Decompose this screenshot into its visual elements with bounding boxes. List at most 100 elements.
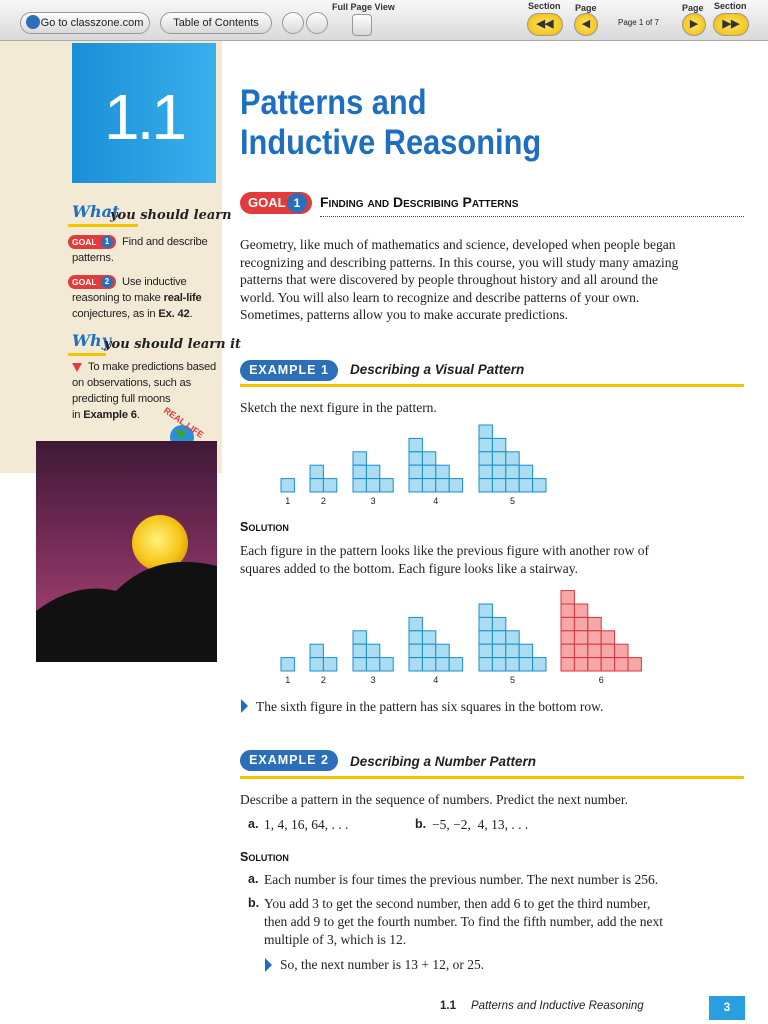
conclusion: The sixth figure in the pattern has six … (256, 699, 604, 714)
globe-land (176, 429, 190, 445)
what-word: What (72, 202, 120, 221)
answer-text: Each number is four times the previous n… (264, 872, 659, 887)
square (352, 478, 367, 493)
answer-text: You add 3 to get the second number, then… (264, 896, 651, 911)
heading-rule (240, 776, 744, 779)
square (560, 657, 575, 672)
answer-text: then add 9 to get the fourth number. To … (264, 914, 664, 929)
square (600, 657, 616, 672)
square (408, 437, 423, 453)
square (408, 657, 423, 672)
square (614, 643, 629, 659)
goal-text: Use inductive (122, 276, 187, 288)
goal-text: . (189, 308, 193, 320)
square (573, 643, 589, 659)
square (491, 437, 507, 453)
square (309, 478, 324, 493)
square (491, 478, 507, 493)
home-link[interactable]: Go to classzone.com (20, 12, 150, 34)
square (421, 451, 437, 466)
square (587, 616, 602, 632)
example-heading: Describing a Visual Pattern (350, 362, 525, 377)
square (587, 630, 602, 645)
square (587, 643, 602, 659)
square (379, 657, 394, 672)
page-number: 3 (709, 996, 745, 1020)
square (365, 478, 381, 493)
square (448, 657, 464, 672)
square (352, 464, 367, 480)
example-heading: Describing a Number Pattern (350, 754, 537, 769)
goal-bold: real-life (163, 292, 202, 304)
section-label: Section (714, 1, 747, 11)
square (518, 643, 534, 659)
square (435, 657, 450, 672)
square (309, 643, 324, 659)
contents-button[interactable]: Table of Contents (160, 12, 272, 34)
square (518, 657, 534, 672)
goal-number: 2 (101, 276, 113, 288)
square (365, 464, 381, 480)
part-text: −5, −2, 4, 13, . . . (432, 817, 529, 832)
square (491, 643, 507, 659)
full-page-button[interactable] (352, 14, 372, 36)
square (421, 464, 437, 480)
section-forward-button[interactable]: ▶▶ (713, 13, 749, 36)
square (309, 464, 324, 480)
square (478, 603, 493, 618)
square (322, 478, 338, 493)
square (573, 603, 589, 618)
part-label: b. (248, 896, 260, 910)
square (491, 451, 507, 466)
mountain (36, 561, 217, 662)
zoom-in[interactable] (282, 12, 304, 34)
figure-label: 2 (321, 675, 326, 685)
square (505, 478, 520, 493)
square (573, 657, 589, 672)
zoom-out[interactable] (306, 12, 328, 34)
goal-bold: Ex. 42 (158, 308, 190, 320)
square (587, 657, 602, 672)
solution-label: Solution (240, 850, 289, 864)
square (491, 616, 507, 632)
page-back-button[interactable]: ◀ (574, 13, 598, 36)
figure-label: 6 (599, 675, 604, 685)
square (600, 630, 616, 645)
square (408, 643, 423, 659)
goal-number: 1 (101, 236, 113, 248)
square (435, 643, 450, 659)
section-back-button[interactable]: ◀◀ (527, 13, 563, 36)
square (478, 616, 493, 632)
square (600, 643, 616, 659)
why-word: Why (72, 331, 111, 350)
figure-label: 5 (510, 675, 515, 685)
what-rest: you should learn (110, 208, 232, 223)
square (322, 657, 338, 672)
part-label: a. (248, 872, 259, 886)
page-forward-button[interactable]: ▶ (682, 13, 706, 36)
figure-label: 4 (433, 675, 438, 685)
square (532, 478, 547, 493)
square (478, 478, 493, 493)
page-indicator: Page 1 of 7 (618, 18, 659, 27)
info-icon (26, 15, 40, 29)
square (491, 657, 507, 672)
square (435, 464, 450, 480)
solution-label: Solution (240, 520, 289, 534)
square (408, 451, 423, 466)
underline (68, 353, 106, 356)
square (352, 451, 367, 466)
example-badge: EXAMPLE 2 (240, 750, 338, 771)
square (491, 630, 507, 645)
section-label: Section (528, 1, 561, 11)
pattern-figures: 1 2 3 4 5 (280, 424, 547, 506)
square (280, 478, 295, 493)
title: Patterns and (240, 83, 427, 122)
page-label: Page (682, 3, 704, 13)
square (421, 643, 437, 659)
square (505, 464, 520, 480)
square (491, 464, 507, 480)
figure-label: 3 (371, 675, 376, 685)
